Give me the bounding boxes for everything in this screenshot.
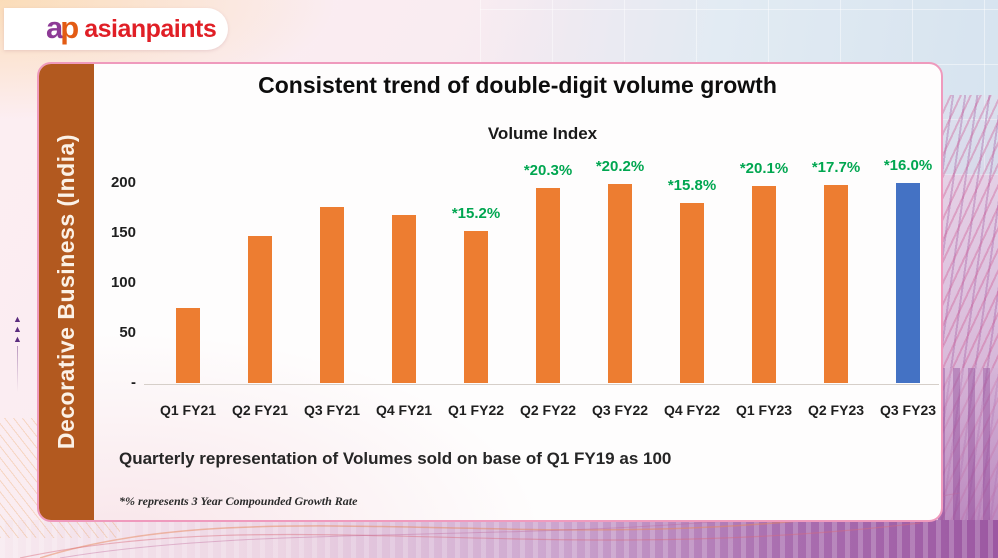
x-axis-label-q4-fy21: Q4 FY21: [375, 402, 433, 418]
slide-title: Consistent trend of double-digit volume …: [258, 72, 777, 98]
segment-band: Decorative Business (India): [39, 64, 94, 520]
growth-label-q4-fy22: *15.8%: [667, 177, 717, 194]
triangle-icon: ▲: [13, 324, 22, 334]
base-note: Quarterly representation of Volumes sold…: [119, 449, 672, 468]
asianpaints-logo-icon: ap: [46, 9, 79, 45]
bar-q2-fy21: [248, 236, 272, 383]
triangle-icon: ▲: [13, 334, 22, 344]
cagr-footnote: *% represents 3 Year Compounded Growth R…: [119, 494, 358, 508]
logo-letter-a: a: [46, 9, 63, 45]
x-axis-label-q1-fy22: Q1 FY22: [447, 402, 505, 418]
asianpaints-wordmark: asianpaints: [84, 14, 217, 43]
y-axis-tick-200: 200: [110, 174, 136, 191]
y-axis-tick-100: 100: [110, 274, 136, 291]
asianpaints-logo: ap asianpaints: [4, 8, 228, 50]
growth-label-q3-fy23: *16.0%: [883, 157, 933, 174]
y-axis-tick-50: 50: [119, 324, 136, 341]
bar-q1-fy22: [464, 231, 488, 383]
triangle-markers: ▲ ▲ ▲: [13, 314, 22, 392]
x-axis-label-q2-fy23: Q2 FY23: [807, 402, 865, 418]
triangle-tail-line: [16, 346, 18, 392]
x-axis-label-q3-fy22: Q3 FY22: [591, 402, 649, 418]
x-axis-label-q1-fy21: Q1 FY21: [159, 402, 217, 418]
x-axis-label-q1-fy23: Q1 FY23: [735, 402, 793, 418]
triangle-icon: ▲: [13, 314, 22, 324]
bar-q2-fy22: [536, 188, 560, 383]
bar-q1-fy21: [176, 308, 200, 383]
bar-q1-fy23: [752, 186, 776, 383]
x-axis-label-q4-fy22: Q4 FY22: [663, 402, 721, 418]
bar-q2-fy23: [824, 185, 848, 383]
volume-index-bar-chart: 200 150 100 50 - Q1 FY21 Q2 FY21 Q3 FY21 Q4 FY21…: [39, 64, 941, 520]
bar-q3-fy22: [608, 184, 632, 383]
y-axis-tick-150: 150: [110, 224, 136, 241]
y-axis-tick--: -: [131, 374, 136, 391]
bar-q3-fy23: [896, 183, 920, 383]
growth-label-q2-fy23: *17.7%: [811, 159, 861, 176]
background-bottom-strip: [0, 520, 998, 558]
growth-label-q2-fy22: *20.3%: [523, 162, 573, 179]
bar-q3-fy21: [320, 207, 344, 383]
logo-letter-p: p: [60, 9, 79, 45]
x-axis-label-q2-fy21: Q2 FY21: [231, 402, 289, 418]
background-bar-pattern: [938, 368, 998, 528]
bar-q4-fy21: [392, 215, 416, 383]
growth-label-q1-fy23: *20.1%: [739, 160, 789, 177]
x-axis-label-q3-fy23: Q3 FY23: [879, 402, 937, 418]
chart-card: Decorative Business (India) Consistent t…: [37, 62, 943, 522]
x-axis-label-q3-fy21: Q3 FY21: [303, 402, 361, 418]
chart-title: Volume Index: [487, 124, 598, 143]
x-axis-label-q2-fy22: Q2 FY22: [519, 402, 577, 418]
growth-label-q3-fy22: *20.2%: [595, 158, 645, 175]
x-axis-line: [144, 384, 939, 385]
bar-q4-fy22: [680, 203, 704, 383]
growth-label-q1-fy22: *15.2%: [451, 205, 501, 222]
